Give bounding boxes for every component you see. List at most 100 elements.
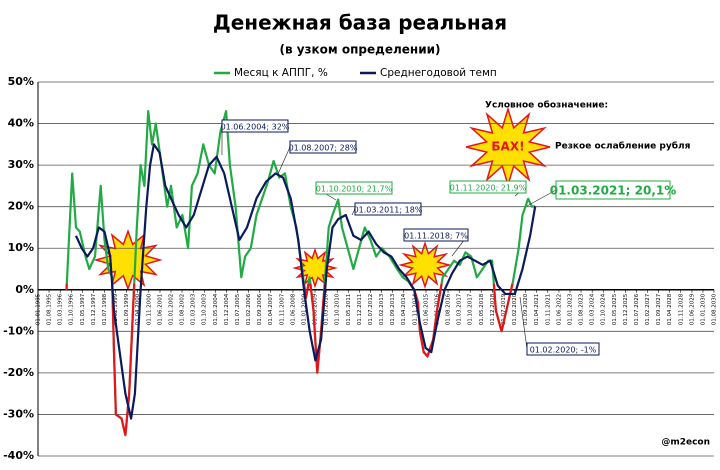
annotation: 01.03.2011; 18%: [354, 206, 423, 215]
x-tick-label: 01.05.1997: [80, 293, 86, 325]
x-tick-label: 01.02.2006: [246, 293, 252, 325]
x-tick-label: 01.03.2003: [191, 293, 197, 325]
event-label: БАХ!: [491, 140, 524, 154]
x-tick-label: 01.10.2017: [468, 293, 474, 325]
y-tick-label: 20%: [8, 200, 34, 213]
x-tick-label: 01.05.2025: [612, 293, 618, 325]
legend-title: Условное обозначение:: [485, 100, 608, 111]
x-tick-label: 01.08.2030: [712, 293, 718, 325]
legend-burst: [465, 106, 551, 188]
x-tick-label: 01.07.1998: [102, 293, 108, 325]
x-tick-label: 01.10.2024: [601, 293, 607, 325]
credit: @m2econ: [661, 438, 710, 448]
chart-title: Денежная база реальная: [213, 11, 507, 35]
y-tick-label: 30%: [8, 158, 34, 171]
x-tick-label: 01.12.2018: [490, 293, 496, 325]
annotation-box: [221, 119, 289, 133]
x-tick-label: 01.10.1996: [69, 293, 75, 325]
x-tick-label: 01.08.1995: [47, 293, 53, 325]
x-tick-label: 01.12.2004: [224, 293, 230, 325]
x-tick-label: 01.07.2012: [368, 294, 374, 326]
event-text: Резкое ослабление рубля: [555, 141, 691, 152]
x-tick-label: 01.09.2020: [523, 293, 529, 325]
x-tick-label: 01.03.2017: [457, 293, 463, 325]
x-tick-label: 01.04.2021: [534, 294, 540, 326]
x-tick-label: 01.12.2011: [357, 294, 363, 326]
x-tick-label: 01.04.2000: [135, 293, 141, 325]
annotation: 01.03.2021; 20,1%: [550, 184, 677, 198]
x-tick-label: 01.06.2008: [290, 293, 296, 325]
x-tick-label: 01.08.2002: [180, 294, 186, 326]
x-tick-label: 01.01.2030: [700, 293, 706, 325]
x-tick-label: 01.08.2016: [446, 293, 452, 325]
annotation: 01.02.2020; -1%: [530, 346, 597, 355]
annotation-leader: [277, 146, 291, 175]
annotation-box: [449, 180, 527, 194]
y-tick-label: -40%: [3, 449, 34, 462]
x-tick-label: 01.09.2013: [390, 293, 396, 325]
x-tick-label: 01.11.2007: [279, 293, 285, 325]
legend-label: Месяц к АППГ, %: [234, 67, 328, 79]
annotation-box: [354, 202, 422, 216]
x-tick-label: 01.11.2021: [545, 294, 551, 326]
x-tick-label: 01.10.2010: [335, 293, 341, 325]
x-tick-label: 01.03.1996: [58, 293, 64, 325]
y-tick-label: -10%: [3, 324, 34, 337]
chart-subtitle: (в узком определении): [279, 43, 440, 57]
x-tick-label: 01.08.2023: [579, 293, 585, 325]
x-tick-label: 01.03.2010: [324, 293, 330, 325]
x-tick-label: 01.04.2014: [401, 293, 407, 325]
x-tick-label: 01.10.2003: [202, 293, 208, 325]
y-tick-label: 10%: [8, 241, 34, 254]
x-tick-label: 01.07.2026: [634, 293, 640, 325]
x-tick-label: 01.09.1999: [124, 293, 130, 325]
annotation-leader: [519, 296, 528, 350]
x-tick-label: 01.06.2022: [556, 294, 562, 326]
x-tick-label: 01.02.2027: [645, 293, 651, 325]
x-tick-label: 01.07.2005: [235, 293, 241, 325]
x-tick-label: 01.09.2006: [257, 293, 263, 325]
x-tick-label: 01.06.2029: [689, 293, 695, 325]
series-line: [74, 143, 537, 420]
x-tick-label: 01.01.2002: [168, 294, 174, 326]
x-tick-label: 01.04.2028: [667, 293, 673, 325]
annotation: 01.10.2010; 21,7%: [316, 185, 393, 194]
y-tick-label: -20%: [3, 366, 34, 379]
annotation: 01.06.2004; 32%: [221, 123, 290, 132]
annotation: 01.11.2020; 21,9%: [450, 184, 527, 193]
annotation-box: [315, 181, 393, 195]
x-tick-label: 01.11.2028: [678, 293, 684, 325]
x-tick-label: 01.02.2013: [379, 293, 385, 325]
x-tick-label: 01.01.2023: [567, 293, 573, 325]
x-tick-label: 01.09.2027: [656, 293, 662, 325]
x-tick-label: 01.07.2019: [501, 293, 507, 325]
x-tick-label: 01.02.1999: [113, 293, 119, 325]
y-tick-label: 0%: [15, 283, 34, 296]
annotation-leader: [526, 189, 557, 207]
event-burst: [398, 240, 452, 290]
y-tick-label: -30%: [3, 407, 34, 420]
x-tick-label: 01.01.1995: [36, 293, 42, 325]
annotation-box: [555, 180, 671, 200]
x-tick-label: 01.05.2011: [346, 294, 352, 326]
annotation-box: [403, 228, 469, 242]
legend-label: Среднегодовой темп: [380, 67, 497, 79]
y-tick-label: 40%: [8, 117, 34, 130]
x-tick-label: 01.05.2004: [213, 293, 219, 325]
annotation: 01.11.2018; 7%: [404, 232, 468, 241]
y-tick-label: 50%: [8, 75, 34, 88]
x-tick-label: 01.12.2025: [623, 293, 629, 325]
x-tick-label: 01.11.2014: [412, 293, 418, 325]
x-tick-label: 01.05.2018: [479, 293, 485, 325]
x-tick-label: 01.02.2020: [512, 293, 518, 325]
x-tick-label: 01.06.2001: [157, 294, 163, 326]
x-tick-label: 01.11.2000: [146, 293, 152, 325]
x-tick-label: 01.08.2009: [313, 293, 319, 325]
x-tick-label: 01.04.2007: [268, 293, 274, 325]
x-tick-label: 01.12.1997: [91, 293, 97, 325]
annotation: 01.08.2007; 28%: [289, 144, 358, 153]
annotation-box: [526, 342, 600, 356]
x-tick-label: 01.03.2024: [590, 293, 596, 325]
series-line-negative: [65, 283, 514, 436]
